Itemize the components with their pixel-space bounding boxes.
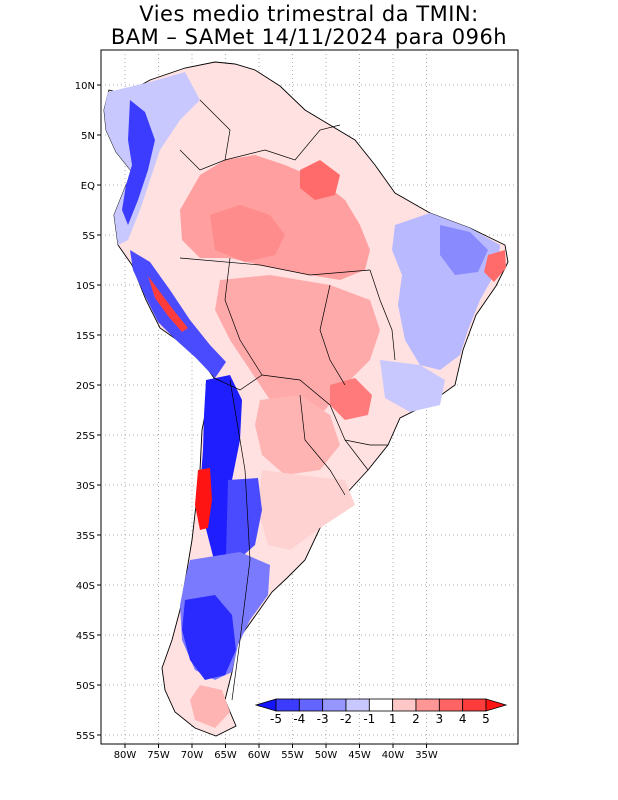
- cool-bias-chile: [200, 375, 242, 560]
- map-title-line-1: Vies medio trimestral da TMIN:: [139, 2, 479, 26]
- lat-tick-label: 10S: [76, 281, 95, 292]
- lat-tick-label: 5S: [82, 231, 95, 242]
- colorbar-label: -3: [317, 712, 329, 726]
- cool-bias-andes-peru: [130, 250, 226, 378]
- warm-bias-northeast-tip: [484, 250, 506, 282]
- cool-bias-northeast-strong: [440, 225, 488, 275]
- warm-bias-southeast: [330, 378, 372, 420]
- lon-tick-label: 55W: [281, 750, 304, 761]
- axis-ticks: 80W 75W 70W 65W 60W 55W 50W 45W 40W 35W 10N 5N EQ 5S 1…: [75, 81, 438, 761]
- colorbar-label: 2: [412, 712, 420, 726]
- lon-tick-label: 45W: [348, 750, 371, 761]
- colorbar-segment: [322, 698, 347, 712]
- warm-bias-central: [210, 205, 285, 262]
- colorbar-label: 4: [459, 712, 467, 726]
- colorbar-label: -2: [340, 712, 352, 726]
- colorbar-label: 1: [389, 712, 397, 726]
- lat-tick-label: 55S: [76, 731, 95, 742]
- lat-tick-label: 10N: [75, 81, 95, 92]
- cool-bias-east-coast: [380, 360, 445, 412]
- lon-tick-label: 50W: [315, 750, 338, 761]
- warm-bias-chile-strip: [195, 468, 212, 530]
- lon-tick-label: 65W: [214, 750, 237, 761]
- lat-tick-label: 20S: [76, 381, 95, 392]
- colorbar-segment: [438, 698, 464, 712]
- warm-bias-chaco: [255, 395, 340, 475]
- cool-bias-cuyo: [226, 478, 262, 560]
- colorbar-label: 5: [482, 712, 490, 726]
- lat-tick-label: 50S: [76, 681, 95, 692]
- colorbar-segment: [275, 698, 300, 712]
- bias-field: [103, 61, 509, 737]
- warm-bias-pampa: [258, 470, 355, 550]
- map-title-line-2: BAM – SAMet 14/11/2024 para 096h: [110, 25, 508, 49]
- lon-tick-label: 80W: [114, 750, 137, 761]
- lat-tick-label: EQ: [81, 181, 95, 192]
- lat-tick-label: 35S: [76, 531, 95, 542]
- lon-tick-label: 60W: [248, 750, 271, 761]
- colorbar-segment: [392, 698, 417, 712]
- lon-tick-label: 35W: [415, 750, 438, 761]
- lon-tick-label: 40W: [382, 750, 405, 761]
- colorbar: -5 -4 -3 -2 -1 1 2 3 4 5: [254, 698, 508, 726]
- colorbar-label: 3: [436, 712, 444, 726]
- cool-bias-patagonia-strong: [182, 595, 236, 680]
- warm-bias-magallanes: [190, 685, 230, 728]
- country-borders: [179, 99, 396, 701]
- warm-bias-peru-coast: [148, 276, 188, 332]
- lat-tick-label: 5N: [81, 131, 95, 142]
- lat-tick-label: 15S: [76, 331, 95, 342]
- colorbar-label: -5: [270, 712, 282, 726]
- cool-bias-andes-north: [122, 100, 155, 225]
- lon-tick-label: 70W: [181, 750, 204, 761]
- warm-bias-strong-north: [300, 160, 340, 200]
- colorbar-segment: [368, 698, 394, 712]
- colorbar-arrow-high: [485, 698, 508, 712]
- colorbar-segment: [298, 698, 324, 712]
- colorbar-segment: [345, 698, 370, 712]
- lat-tick-label: 45S: [76, 631, 95, 642]
- colorbar-segment: [415, 698, 440, 712]
- lat-tick-label: 25S: [76, 431, 95, 442]
- colorbar-segment: [462, 698, 487, 712]
- colorbar-label: -1: [363, 712, 375, 726]
- lat-tick-label: 40S: [76, 581, 95, 592]
- colorbar-label: -4: [293, 712, 305, 726]
- lon-tick-label: 75W: [147, 750, 170, 761]
- lat-tick-label: 30S: [76, 481, 95, 492]
